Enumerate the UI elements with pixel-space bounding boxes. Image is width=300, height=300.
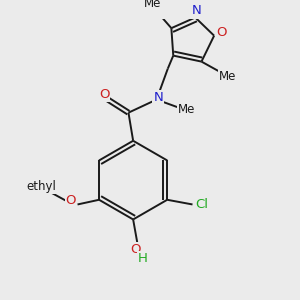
Text: Me: Me bbox=[219, 70, 236, 83]
Text: ethyl: ethyl bbox=[26, 180, 56, 193]
Text: Me: Me bbox=[144, 0, 161, 10]
Text: O: O bbox=[216, 26, 227, 39]
Text: N: N bbox=[191, 4, 201, 16]
Text: Me: Me bbox=[178, 103, 195, 116]
Text: H: H bbox=[138, 252, 147, 265]
Text: O: O bbox=[99, 88, 110, 101]
Text: N: N bbox=[154, 91, 163, 104]
Text: O: O bbox=[130, 243, 140, 256]
Text: Cl: Cl bbox=[195, 198, 208, 211]
Text: O: O bbox=[66, 194, 76, 207]
